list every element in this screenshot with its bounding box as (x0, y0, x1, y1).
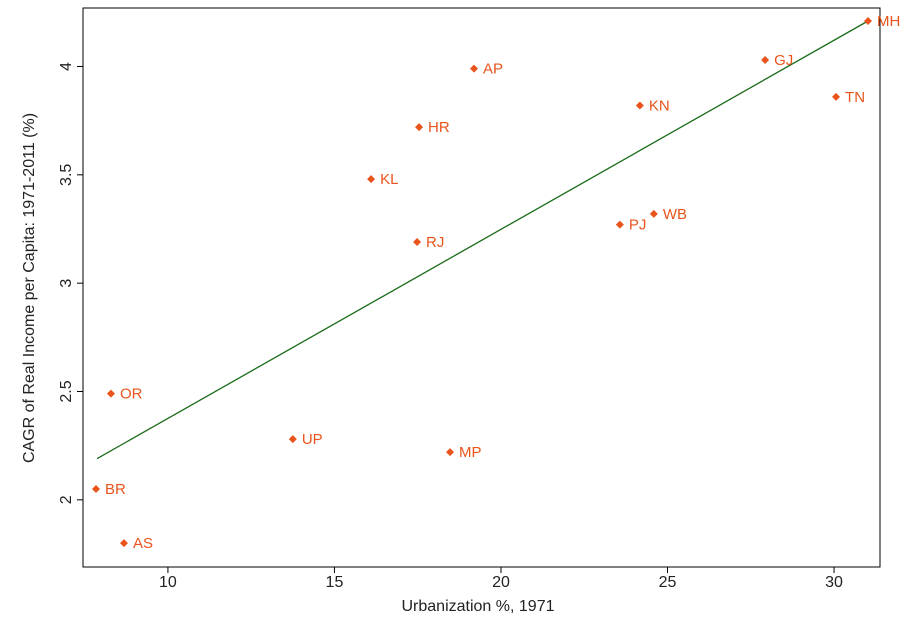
y-tick-label: 2 (58, 495, 75, 504)
plot-frame (82, 7, 881, 568)
x-tick-label: 25 (659, 574, 677, 591)
point-label: BR (105, 481, 126, 498)
point (288, 435, 297, 444)
x-tick-label: 10 (159, 574, 177, 591)
x-axis-title: Urbanization %, 1971 (402, 598, 555, 615)
point-label: TN (845, 89, 865, 106)
point (413, 238, 422, 246)
y-tick-label: 4 (58, 62, 75, 71)
point (649, 209, 658, 218)
point-label: UP (302, 431, 323, 448)
x-tick-label: 30 (825, 574, 843, 591)
point-label: WB (663, 206, 687, 223)
point-label: RJ (426, 234, 444, 251)
y-axis-title: CAGR of Real Income per Capita: 1971-201… (21, 113, 38, 463)
point-label: MP (459, 444, 482, 461)
y-tick-label: 2.5 (58, 380, 75, 402)
point (615, 220, 624, 229)
point-label: PJ (629, 217, 647, 234)
point (367, 175, 376, 184)
point (761, 56, 770, 64)
point-label: GJ (774, 52, 793, 69)
point-label: KL (380, 171, 398, 188)
y-tick-label: 3 (58, 279, 75, 288)
point-label: OR (120, 386, 143, 403)
point (446, 448, 455, 457)
y-tick-label: 3.5 (58, 164, 75, 186)
point-label: HR (428, 119, 450, 136)
point-label: AP (483, 61, 503, 78)
point (91, 485, 100, 493)
point (832, 92, 841, 101)
point (119, 539, 128, 548)
x-tick-label: 20 (492, 574, 510, 591)
point (470, 64, 479, 73)
point (106, 389, 115, 398)
point-label: KN (649, 97, 670, 114)
point-label: MH (877, 13, 900, 30)
x-tick-label: 15 (326, 574, 344, 591)
point (635, 101, 644, 110)
point (415, 123, 424, 132)
fit-line (96, 20, 869, 460)
point-label: AS (133, 535, 153, 552)
point (864, 17, 873, 25)
